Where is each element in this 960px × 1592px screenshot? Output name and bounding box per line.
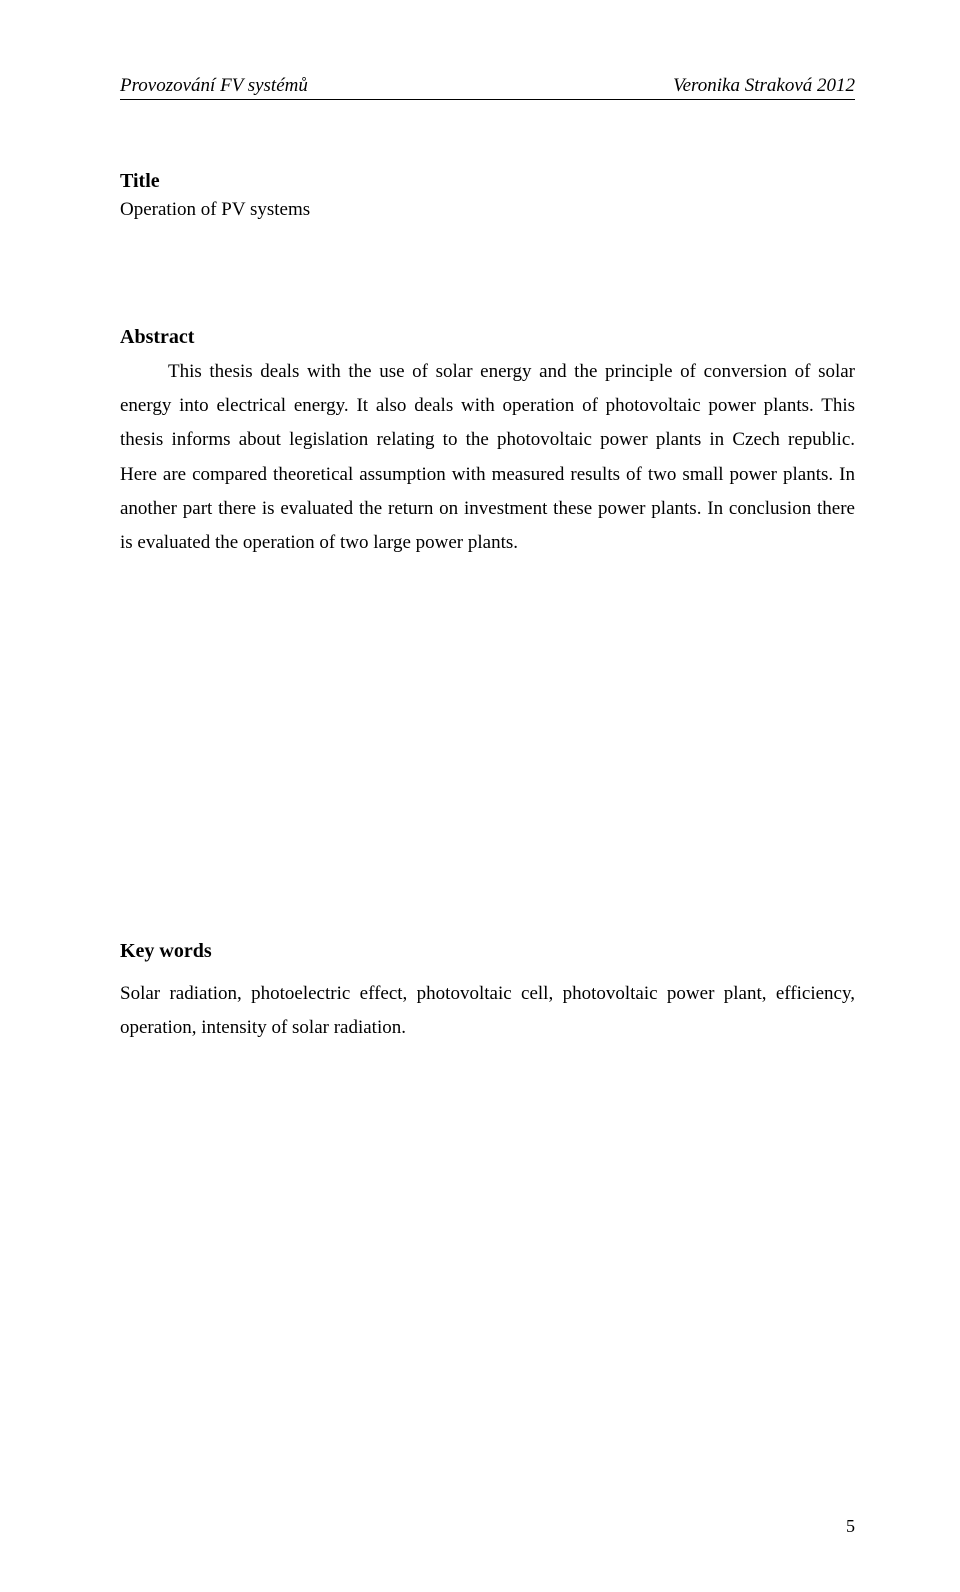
keywords-body: Solar radiation, photoelectric effect, p…: [120, 977, 855, 1045]
header-left: Provozování FV systémů: [120, 75, 308, 97]
header-rule: [120, 99, 855, 100]
page-number: 5: [846, 1516, 855, 1537]
abstract-heading: Abstract: [120, 326, 855, 349]
keywords-heading: Key words: [120, 940, 855, 963]
abstract-body: This thesis deals with the use of solar …: [120, 355, 855, 560]
header-right: Veronika Straková 2012: [673, 75, 855, 97]
title-value: Operation of PV systems: [120, 199, 855, 221]
title-heading: Title: [120, 170, 855, 193]
running-header: Provozování FV systémů Veronika Straková…: [120, 75, 855, 97]
